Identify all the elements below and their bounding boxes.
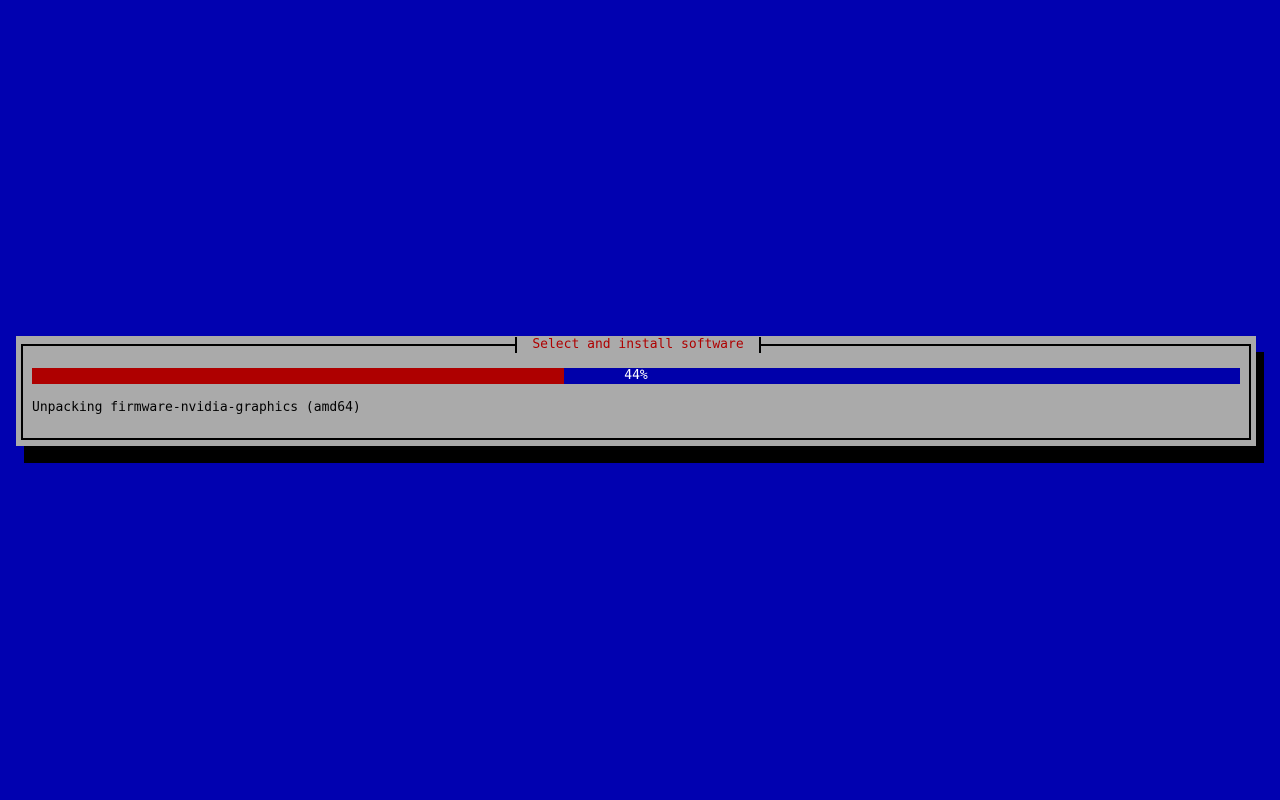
progress-percent-label: 44% xyxy=(624,368,648,383)
dialog-border xyxy=(21,344,1251,440)
install-progress-dialog: Select and install software 44% Unpackin… xyxy=(16,336,1256,446)
status-text: Unpacking firmware-nvidia-graphics (amd6… xyxy=(32,400,361,415)
progress-bar: 44% xyxy=(32,368,1240,384)
progress-fill xyxy=(32,368,564,384)
dialog-title: Select and install software xyxy=(515,337,761,353)
